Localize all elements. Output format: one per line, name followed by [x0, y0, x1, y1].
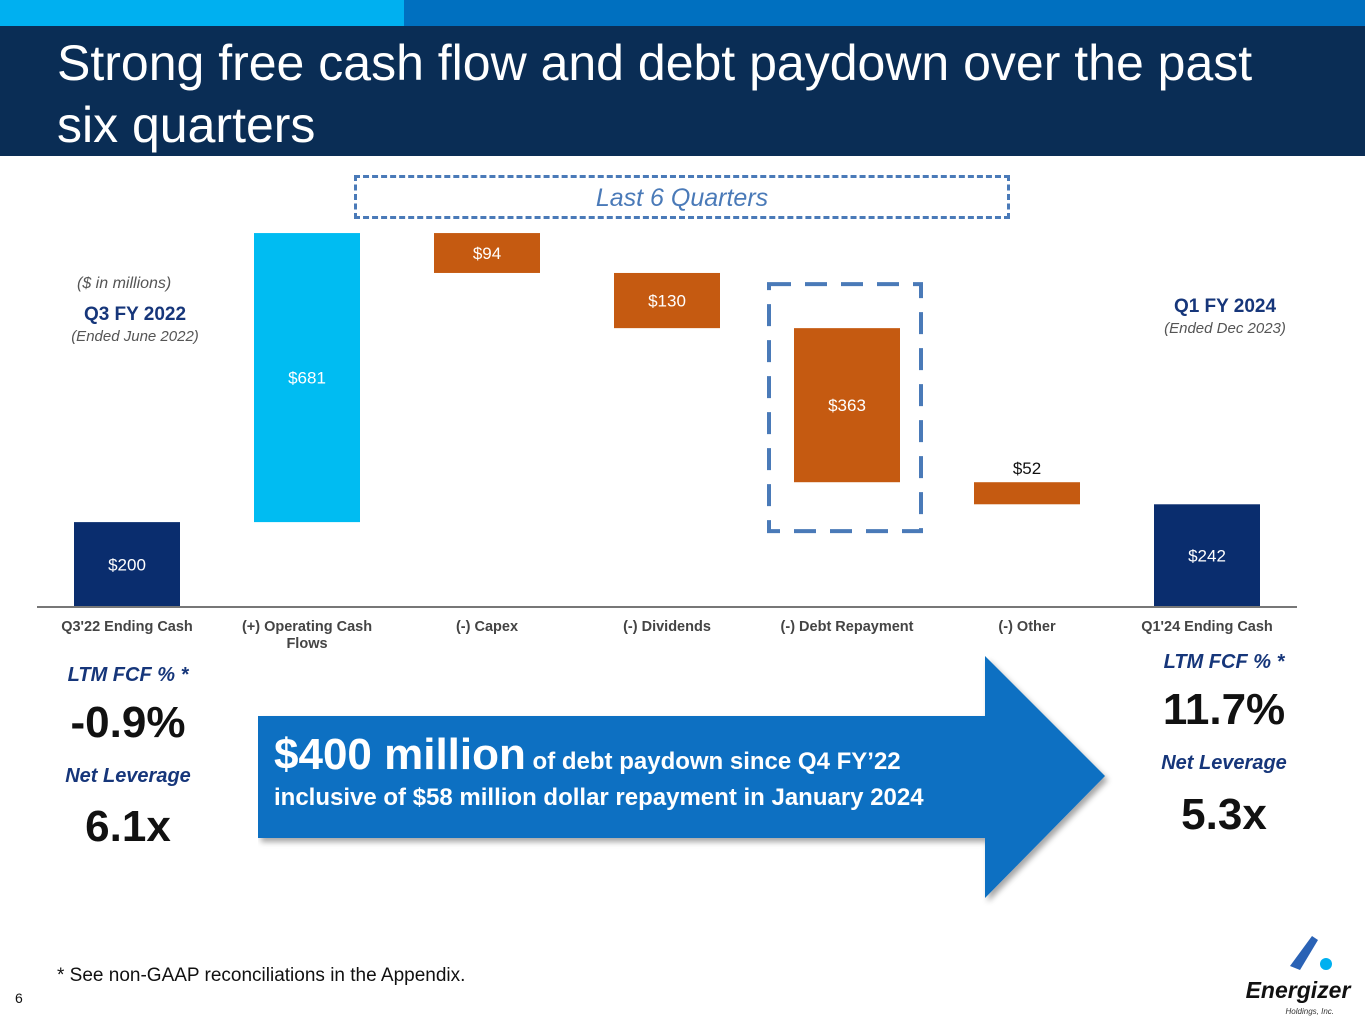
category-label-2: (-) Capex — [456, 619, 518, 635]
left-fcf-value: -0.9% — [70, 698, 186, 747]
data-label-1: $681 — [288, 369, 326, 388]
category-label-3: (-) Dividends — [623, 619, 711, 635]
debt-paydown-arrow — [258, 656, 1105, 898]
category-label-5: (-) Other — [998, 619, 1056, 635]
footnote: * See non-GAAP reconciliations in the Ap… — [57, 965, 466, 986]
bar-1 — [254, 233, 360, 523]
logo-subtext: Holdings, Inc. — [1286, 1007, 1334, 1016]
energizer-logo: Energizer Holdings, Inc. — [1246, 936, 1352, 1016]
logo-mark-icon — [1290, 936, 1318, 970]
debt-paydown-callout: $400 million of debt paydown since Q4 FY… — [274, 730, 994, 812]
bar-5 — [974, 482, 1080, 505]
end-period-label: Q1 FY 2024 — [1173, 296, 1277, 317]
category-label-0: Q3'22 Ending Cash — [61, 619, 193, 635]
data-label-5: $52 — [1013, 459, 1041, 478]
right-leverage-value: 5.3x — [1181, 790, 1267, 839]
left-leverage-label: Net Leverage — [65, 765, 191, 787]
callout-headline: $400 million — [274, 730, 526, 779]
right-leverage-label: Net Leverage — [1161, 752, 1287, 774]
bar-2 — [434, 233, 540, 273]
data-label-0: $200 — [108, 556, 146, 575]
top-accent-bar-light — [0, 0, 404, 26]
end-period-sub: (Ended Dec 2023) — [1164, 320, 1286, 337]
bracket-label: Last 6 Quarters — [595, 184, 769, 212]
category-label-4: (-) Debt Repayment — [781, 619, 914, 635]
waterfall-chart: $200 Q3'22 Ending Cash $681 (+) Operating C… — [37, 233, 1297, 652]
bar-6 — [1154, 504, 1260, 607]
units-note: ($ in millions) — [77, 275, 172, 292]
page-number: 6 — [15, 990, 23, 1006]
logo-wordmark: Energizer — [1246, 977, 1352, 1003]
logo-dot-icon — [1320, 958, 1332, 970]
data-label-4: $363 — [828, 396, 866, 415]
bar-0 — [74, 522, 180, 607]
data-label-3: $130 — [648, 292, 686, 311]
right-fcf-label: LTM FCF % * — [1163, 651, 1285, 673]
data-label-6: $242 — [1188, 547, 1226, 566]
category-label-1: (+) Operating Cash Flows — [242, 619, 372, 652]
last-six-quarters-bracket: Last 6 Quarters — [354, 175, 1010, 219]
top-accent-bar-dark — [404, 0, 1365, 26]
start-period-sub: (Ended June 2022) — [71, 328, 199, 345]
start-period-label: Q3 FY 2022 — [83, 304, 187, 325]
data-label-2: $94 — [473, 244, 501, 263]
left-fcf-label: LTM FCF % * — [67, 664, 189, 686]
title-banner — [0, 26, 1365, 156]
bar-3 — [614, 272, 720, 329]
callout-detail: inclusive of $58 million dollar repaymen… — [274, 784, 924, 811]
arrow-shape — [258, 656, 1105, 898]
category-label-6: Q1'24 Ending Cash — [1141, 619, 1273, 635]
debt-repayment-highlight — [767, 282, 923, 534]
callout-headline-rest: of debt paydown since Q4 FY’22 — [525, 748, 901, 775]
left-leverage-value: 6.1x — [85, 802, 171, 851]
slide-title: Strong free cash flow and debt paydown o… — [57, 35, 1253, 153]
bar-4 — [794, 328, 900, 483]
right-fcf-value: 11.7% — [1162, 685, 1286, 734]
